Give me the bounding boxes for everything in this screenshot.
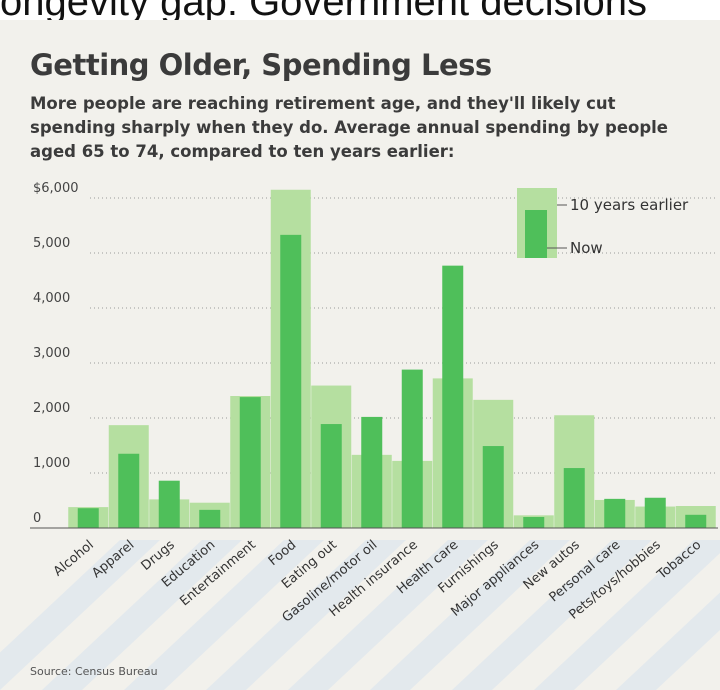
bar-group-major-appliances [513, 515, 554, 528]
bar-group-gasoline-motor-oil [351, 416, 392, 528]
source-note: Source: Census Bureau [30, 665, 158, 678]
bar-group-apparel [108, 425, 149, 528]
bar-now [482, 446, 504, 528]
bar-now [118, 453, 140, 528]
label-stripe [616, 592, 720, 690]
bar-group-education [189, 502, 230, 528]
bar-group-eating-out [311, 385, 352, 528]
bar-now [442, 265, 464, 528]
label-stripe [0, 540, 160, 690]
label-stripe [124, 540, 324, 690]
bar-now [604, 498, 626, 528]
bar-now [685, 514, 707, 528]
y-tick-label: 2,000 [33, 401, 70, 416]
legend-label-now: Now [570, 239, 603, 257]
chart-title: Getting Older, Spending Less [30, 48, 492, 82]
bar-group-food [270, 189, 311, 528]
bar-now [280, 234, 302, 528]
label-stripe [370, 540, 570, 690]
legend-swatch-now [525, 210, 547, 258]
bar-group-health-insurance [392, 369, 433, 528]
bar-now [523, 517, 545, 528]
bar-now [77, 508, 99, 528]
bar-group-pets-toys-hobbies [635, 497, 676, 528]
label-stripe [206, 540, 406, 690]
y-tick-label: 0 [33, 511, 41, 526]
label-stripe [42, 540, 242, 690]
y-tick-label: 1,000 [33, 456, 70, 471]
bar-now [401, 369, 423, 528]
bar-now [158, 480, 180, 528]
bar-group-new-autos [554, 415, 595, 528]
label-stripe [534, 540, 720, 690]
bar-group-personal-care [594, 498, 635, 528]
header-clipped-text: ongevity gap: Government decisions [0, 0, 720, 20]
bar-now [199, 509, 221, 528]
bar-group-furnishings [473, 399, 514, 528]
chart-subtitle: More people are reaching retirement age,… [30, 94, 668, 161]
legend: 10 years earlier Now [517, 188, 689, 258]
bar-group-health-care [432, 265, 473, 528]
bar-group-drugs [149, 480, 190, 528]
y-tick-label: 3,000 [33, 346, 70, 361]
label-stripe [452, 540, 652, 690]
y-tick-label: 4,000 [33, 291, 70, 306]
bar-group-tobacco [675, 506, 716, 528]
label-stripe [288, 540, 488, 690]
bar-now [644, 497, 666, 528]
bar-group-entertainment [230, 396, 271, 528]
bar-now [320, 424, 342, 528]
bar-now [563, 468, 585, 528]
y-tick-label: 5,000 [33, 236, 70, 251]
legend-label-10-years-earlier: 10 years earlier [570, 196, 689, 214]
bar-group-alcohol [68, 507, 109, 528]
bar-now [239, 397, 261, 528]
y-tick-label: $6,000 [33, 181, 79, 196]
bar-now [361, 416, 383, 528]
label-stripes [0, 540, 720, 690]
